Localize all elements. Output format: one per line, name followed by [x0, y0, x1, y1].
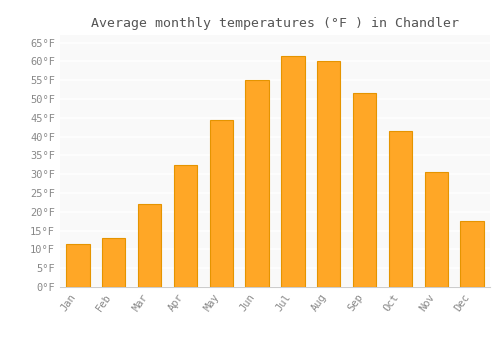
Bar [102, 238, 126, 287]
Bar [353, 93, 376, 287]
Bar [389, 131, 412, 287]
Bar [317, 61, 340, 287]
Bar [138, 204, 161, 287]
Bar [210, 120, 233, 287]
Bar [460, 221, 483, 287]
Bar [282, 56, 304, 287]
Bar [66, 244, 90, 287]
Bar [246, 80, 268, 287]
Bar [424, 172, 448, 287]
Title: Average monthly temperatures (°F ) in Chandler: Average monthly temperatures (°F ) in Ch… [91, 17, 459, 30]
Bar [174, 165, 197, 287]
